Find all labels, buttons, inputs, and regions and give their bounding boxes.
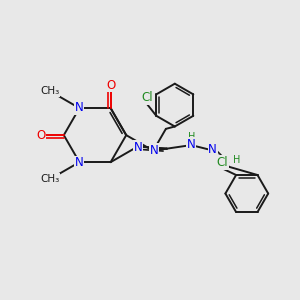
- Text: N: N: [187, 138, 196, 151]
- Text: N: N: [208, 143, 217, 156]
- Text: Cl: Cl: [216, 156, 228, 169]
- Text: O: O: [106, 79, 115, 92]
- Text: N: N: [75, 156, 84, 169]
- Text: CH₃: CH₃: [41, 174, 60, 184]
- Text: H: H: [188, 132, 195, 142]
- Text: O: O: [36, 129, 46, 142]
- Text: N: N: [75, 101, 84, 114]
- Text: Cl: Cl: [141, 92, 153, 104]
- Text: N: N: [134, 141, 142, 154]
- Text: N: N: [149, 144, 158, 157]
- Text: CH₃: CH₃: [41, 86, 60, 96]
- Text: H: H: [233, 155, 240, 165]
